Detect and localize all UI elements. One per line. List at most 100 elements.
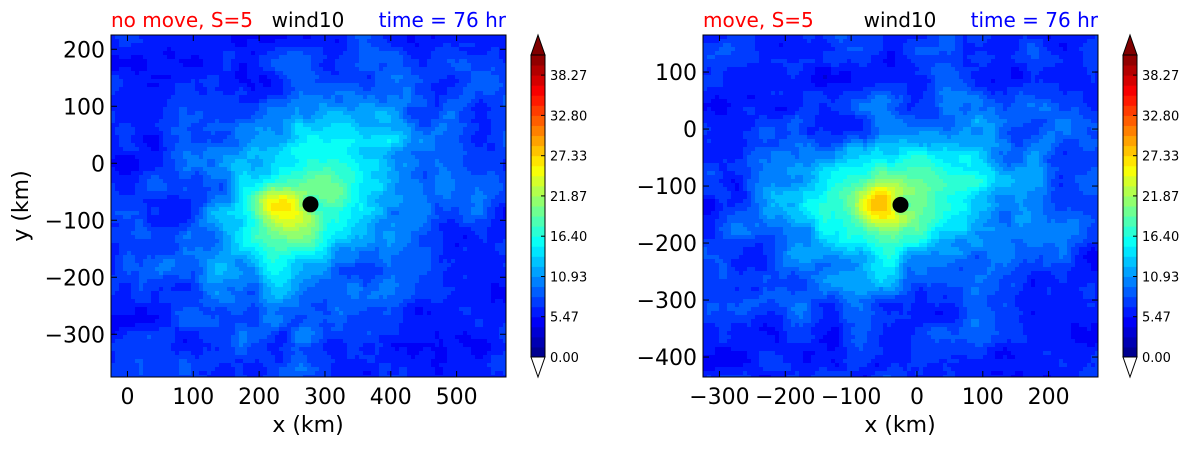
- contour-cell: [499, 231, 504, 236]
- contour-cell: [387, 163, 392, 168]
- contour-cell: [235, 43, 240, 48]
- contour-cell: [391, 155, 396, 160]
- contour-cell: [423, 51, 428, 56]
- contour-cell: [443, 35, 448, 40]
- contour-cell: [119, 211, 124, 216]
- contour-cell: [395, 63, 400, 68]
- contour-cell: [171, 91, 176, 96]
- contour-cell: [311, 47, 316, 52]
- contour-cell: [423, 179, 428, 184]
- contour-cell: [175, 167, 180, 172]
- contour-cell: [195, 47, 200, 52]
- contour-cell: [359, 231, 364, 236]
- contour-cell: [235, 227, 240, 232]
- contour-cell: [291, 91, 296, 96]
- contour-cell: [147, 123, 152, 128]
- contour-cell: [223, 67, 228, 72]
- contour-cell: [139, 175, 144, 180]
- contour-cell: [479, 43, 484, 48]
- contour-cell: [271, 183, 276, 188]
- contour-cell: [379, 87, 384, 92]
- contour-cell: [143, 75, 148, 80]
- contour-cell: [219, 55, 224, 60]
- contour-cell: [443, 171, 448, 176]
- contour-cell: [159, 227, 164, 232]
- contour-cell: [267, 139, 272, 144]
- contour-cell: [111, 159, 116, 164]
- contour-cell: [275, 219, 280, 224]
- contour-cell: [319, 167, 324, 172]
- contour-cell: [319, 175, 324, 180]
- contour-cell: [399, 127, 404, 132]
- contour-cell: [499, 43, 504, 48]
- contour-cell: [379, 155, 384, 160]
- contour-cell: [431, 159, 436, 164]
- contour-cell: [143, 59, 148, 64]
- contour-cell: [191, 67, 196, 72]
- contour-cell: [435, 219, 440, 224]
- contour-cell: [235, 47, 240, 52]
- contour-cell: [215, 115, 220, 120]
- contour-cell: [135, 175, 140, 180]
- contour-cell: [407, 119, 412, 124]
- contour-cell: [219, 131, 224, 136]
- contour-cell: [135, 55, 140, 60]
- contour-cell: [463, 35, 468, 40]
- contour-cell: [167, 191, 172, 196]
- contour-cell: [171, 151, 176, 156]
- contour-cell: [275, 223, 280, 228]
- contour-cell: [307, 147, 312, 152]
- contour-cell: [267, 63, 272, 68]
- contour-cell: [135, 35, 140, 40]
- contour-cell: [475, 43, 480, 48]
- contour-cell: [467, 67, 472, 72]
- contour-cell: [255, 151, 260, 156]
- contour-cell: [287, 219, 292, 224]
- contour-cell: [491, 63, 496, 68]
- contour-cell: [175, 75, 180, 80]
- contour-cell: [139, 103, 144, 108]
- contour-cell: [179, 143, 184, 148]
- contour-cell: [431, 87, 436, 92]
- contour-cell: [327, 219, 332, 224]
- contour-cell: [395, 175, 400, 180]
- contour-cell: [499, 107, 504, 112]
- contour-cell: [191, 87, 196, 92]
- contour-cell: [343, 103, 348, 108]
- contour-cell: [347, 51, 352, 56]
- contour-cell: [295, 179, 300, 184]
- contour-cell: [111, 67, 116, 72]
- contour-cell: [339, 135, 344, 140]
- contour-cell: [315, 183, 320, 188]
- contour-cell: [431, 63, 436, 68]
- contour-cell: [463, 39, 468, 44]
- contour-cell: [343, 63, 348, 68]
- contour-cell: [171, 127, 176, 132]
- contour-cell: [339, 215, 344, 220]
- contour-cell: [259, 211, 264, 216]
- contour-cell: [143, 43, 148, 48]
- contour-cell: [327, 215, 332, 220]
- contour-cell: [331, 219, 336, 224]
- contour-cell: [207, 147, 212, 152]
- contour-cell: [375, 59, 380, 64]
- contour-cell: [363, 223, 368, 228]
- contour-cell: [419, 183, 424, 188]
- contour-cell: [475, 223, 480, 228]
- contour-cell: [479, 171, 484, 176]
- contour-cell: [439, 75, 444, 80]
- contour-cell: [447, 59, 452, 64]
- contour-cell: [387, 203, 392, 208]
- contour-cell: [135, 79, 140, 84]
- contour-cell: [395, 95, 400, 100]
- contour-cell: [491, 163, 496, 168]
- contour-cell: [459, 91, 464, 96]
- contour-cell: [319, 207, 324, 212]
- contour-cell: [283, 51, 288, 56]
- contour-cell: [431, 127, 436, 132]
- contour-cell: [435, 59, 440, 64]
- contour-cell: [395, 191, 400, 196]
- contour-cell: [415, 135, 420, 140]
- contour-cell: [391, 67, 396, 72]
- contour-cell: [251, 231, 256, 236]
